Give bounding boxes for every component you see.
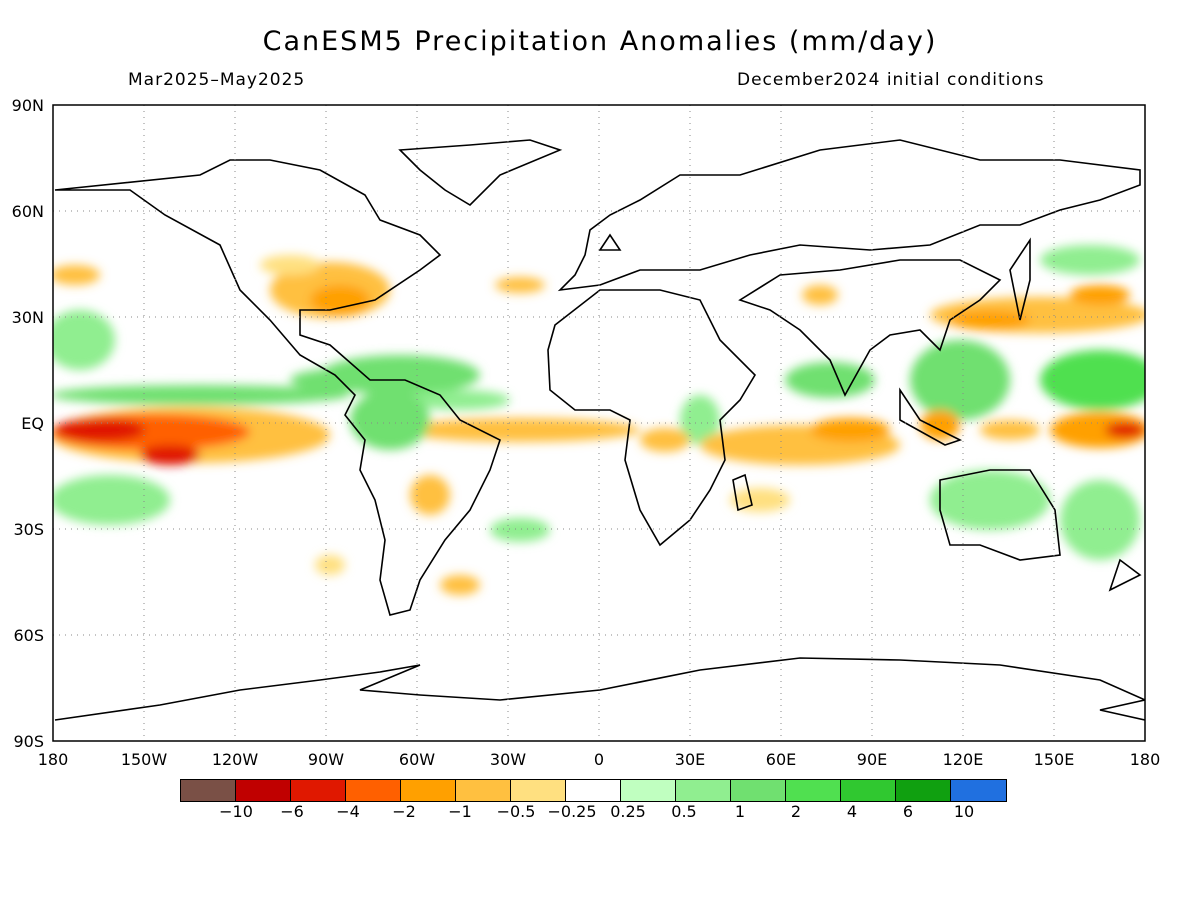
lat-label-90s: 90S bbox=[13, 732, 44, 751]
legend-swatch bbox=[566, 780, 621, 801]
lat-label-60s: 60S bbox=[13, 626, 44, 645]
lat-label-90n: 90N bbox=[11, 96, 44, 115]
lat-label-30n: 30N bbox=[11, 308, 44, 327]
initial-conditions: December2024 initial conditions bbox=[737, 70, 1045, 90]
lon-label-150e: 150E bbox=[1033, 750, 1075, 769]
lon-label-90w: 90W bbox=[307, 750, 345, 769]
map-frame bbox=[52, 104, 1146, 742]
legend-label: −0.5 bbox=[496, 802, 536, 821]
legend-label: 2 bbox=[790, 802, 802, 821]
lat-label-60n: 60N bbox=[11, 202, 44, 221]
legend-label: 0.25 bbox=[610, 802, 646, 821]
lat-label-30s: 30S bbox=[13, 520, 44, 539]
coastlines bbox=[54, 139, 1145, 721]
legend-label: 6 bbox=[902, 802, 914, 821]
forecast-period: Mar2025–May2025 bbox=[128, 70, 306, 90]
lon-label-180e: 180 bbox=[1129, 750, 1161, 769]
legend-label: 1 bbox=[734, 802, 746, 821]
legend-swatch bbox=[401, 780, 456, 801]
lon-label-120w: 120W bbox=[211, 750, 259, 769]
legend-swatch bbox=[456, 780, 511, 801]
graticule bbox=[53, 105, 1145, 741]
legend-label: −2 bbox=[392, 802, 416, 821]
legend-swatch bbox=[731, 780, 786, 801]
legend-swatch bbox=[621, 780, 676, 801]
legend-label: 10 bbox=[953, 802, 975, 821]
lon-label-180w: 180 bbox=[37, 750, 69, 769]
lon-label-150w: 150W bbox=[120, 750, 168, 769]
map-title: CanESM5 Precipitation Anomalies (mm/day) bbox=[262, 26, 938, 57]
lat-label-eq: EQ bbox=[21, 414, 44, 433]
lon-label-30e: 30E bbox=[674, 750, 706, 769]
legend-label: −0.25 bbox=[547, 802, 597, 821]
color-legend bbox=[180, 779, 1007, 802]
legend-swatch bbox=[951, 780, 1006, 801]
legend-swatch bbox=[841, 780, 896, 801]
legend-swatch bbox=[291, 780, 346, 801]
lon-label-30w: 30W bbox=[489, 750, 527, 769]
legend-swatch bbox=[346, 780, 401, 801]
lon-label-120e: 120E bbox=[942, 750, 984, 769]
legend-label: 0.5 bbox=[671, 802, 697, 821]
legend-swatch bbox=[181, 780, 236, 801]
legend-swatch bbox=[236, 780, 291, 801]
legend-label: 4 bbox=[846, 802, 858, 821]
legend-label: −6 bbox=[280, 802, 304, 821]
legend-label: −4 bbox=[336, 802, 360, 821]
legend-swatch bbox=[676, 780, 731, 801]
lon-label-90e: 90E bbox=[856, 750, 888, 769]
legend-label: −1 bbox=[448, 802, 472, 821]
legend-swatch bbox=[896, 780, 951, 801]
legend-label: −10 bbox=[219, 802, 253, 821]
lon-label-0: 0 bbox=[593, 750, 605, 769]
legend-swatch bbox=[511, 780, 566, 801]
lon-label-60e: 60E bbox=[765, 750, 797, 769]
legend-swatch bbox=[786, 780, 841, 801]
lon-label-60w: 60W bbox=[398, 750, 436, 769]
anomaly-field bbox=[53, 245, 1145, 595]
